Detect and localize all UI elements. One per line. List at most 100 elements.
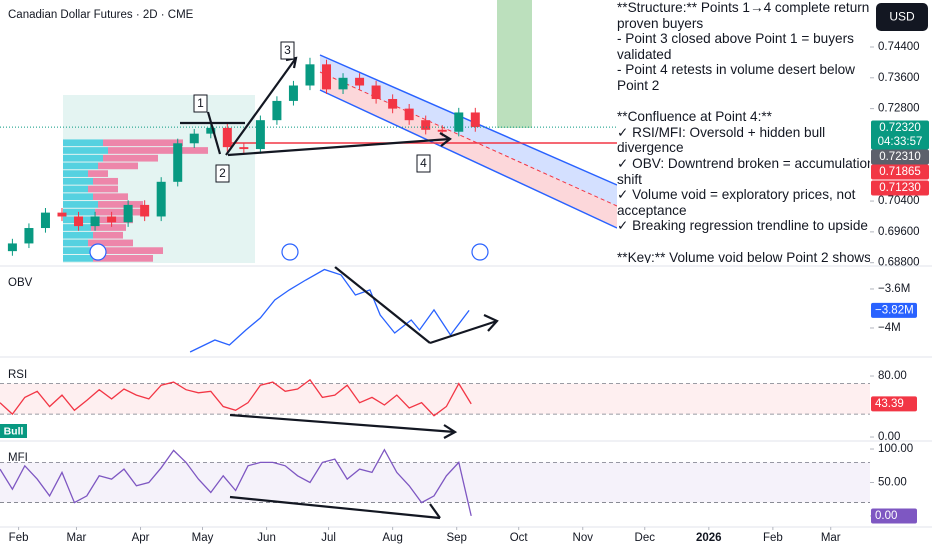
volume-sell bbox=[88, 239, 133, 247]
point-label-box bbox=[193, 94, 208, 113]
x-tick-label: May bbox=[192, 532, 214, 544]
note-line: ✓ RSI/MFI: Oversold + hidden bull diverg… bbox=[617, 124, 826, 156]
volume-buy bbox=[63, 247, 98, 254]
x-tick-label: Oct bbox=[510, 532, 529, 544]
arrow-head bbox=[483, 314, 499, 332]
arrow-head bbox=[439, 132, 452, 147]
volume-sell bbox=[88, 185, 118, 193]
drawings bbox=[180, 56, 499, 520]
candle-body bbox=[404, 108, 414, 121]
x-tick-label: Dec bbox=[635, 532, 656, 544]
x-tick-label: Mar bbox=[67, 532, 87, 544]
x-tick-label: Apr bbox=[132, 532, 150, 544]
arrow bbox=[206, 111, 222, 155]
currency-button[interactable] bbox=[876, 3, 928, 31]
candle-body bbox=[107, 216, 117, 223]
currency-label: USD bbox=[889, 10, 915, 24]
last-value-label: 43.39 bbox=[875, 398, 904, 410]
channel-upper-fill bbox=[320, 55, 617, 206]
volume-buy bbox=[63, 162, 98, 170]
volume-buy bbox=[63, 239, 88, 247]
chart-title: Canadian Dollar Futures · 2D · CME bbox=[8, 9, 194, 21]
volume-sell bbox=[95, 208, 145, 216]
badge-text: Bull bbox=[4, 425, 24, 437]
point-label-box bbox=[215, 164, 230, 183]
x-tick-label: Jun bbox=[257, 532, 276, 544]
volume-sell bbox=[98, 247, 163, 254]
volume-sell bbox=[93, 177, 118, 185]
candle-body bbox=[206, 127, 216, 134]
y-tick-label: 100.00 bbox=[878, 443, 913, 455]
note-line: ✓ OBV: Downtrend broken = accumulation s… bbox=[617, 155, 870, 187]
last-value-label: 0.00 bbox=[875, 510, 897, 522]
volume-sell bbox=[108, 147, 208, 154]
note-line: - Point 4 retests in volume desert below… bbox=[617, 62, 856, 93]
pane-title: MFI bbox=[8, 452, 28, 464]
note-line: **Confluence at Point 4:** bbox=[617, 109, 772, 125]
event-icon[interactable] bbox=[471, 243, 489, 261]
pane-title: OBV bbox=[8, 277, 33, 289]
note-paragraph: **Confluence at Point 4:** ✓ RSI/MFI: Ove… bbox=[617, 109, 870, 234]
y-tick-label: 0.00 bbox=[878, 431, 900, 443]
volume-buy bbox=[63, 147, 108, 154]
candle-body bbox=[255, 120, 265, 150]
candle-body bbox=[470, 112, 480, 128]
price-tag-label: 0.71230 bbox=[879, 182, 921, 194]
volume-buy bbox=[63, 193, 93, 201]
note-line: **Structure:** Points 1→4 complete retur… bbox=[617, 0, 870, 31]
channel-upper bbox=[319, 54, 618, 186]
candle-body bbox=[437, 129, 447, 132]
pane-separators bbox=[0, 265, 932, 528]
point-label: 4 bbox=[420, 156, 427, 170]
volume-sell bbox=[93, 193, 128, 201]
x-tick-label: Aug bbox=[382, 532, 402, 544]
volume-sell bbox=[98, 162, 138, 170]
price-tag bbox=[871, 120, 929, 150]
arrow bbox=[429, 319, 498, 345]
candle-body bbox=[355, 77, 365, 86]
arrow bbox=[227, 137, 451, 157]
x-tick-label: Feb bbox=[763, 532, 783, 544]
y-tick-label: 80.00 bbox=[878, 370, 907, 382]
y-tick-label: 0.70400 bbox=[878, 195, 920, 207]
volume-sell bbox=[103, 154, 158, 162]
x-tick-label: 2026 bbox=[696, 532, 722, 544]
volume-sell bbox=[103, 139, 183, 147]
candle-body bbox=[74, 216, 84, 227]
note-paragraph: **Structure:** Points 1→4 complete retur… bbox=[617, 0, 870, 94]
candle-body bbox=[338, 77, 348, 90]
arrow-head bbox=[443, 424, 458, 439]
event-icon[interactable] bbox=[89, 243, 107, 261]
arrow bbox=[225, 57, 297, 156]
channel-lower-fill bbox=[320, 72, 617, 228]
x-tick-label: Mar bbox=[821, 532, 841, 544]
price-tag bbox=[871, 180, 929, 196]
event-icon[interactable] bbox=[281, 243, 299, 261]
x-tick-label: Jul bbox=[321, 532, 336, 544]
last-value-tag bbox=[871, 396, 917, 412]
point-label: 3 bbox=[284, 43, 291, 57]
point-label: 2 bbox=[219, 166, 226, 180]
candle-body bbox=[371, 85, 381, 99]
y-tick-label: 0.69600 bbox=[878, 226, 920, 238]
volume-buy bbox=[63, 154, 103, 162]
note-box: **Structure:** Points 1→4 complete retur… bbox=[617, 0, 870, 263]
x-tick-label: Sep bbox=[446, 532, 466, 544]
arrow bbox=[429, 503, 441, 519]
volume-buy bbox=[63, 254, 93, 262]
candle-body bbox=[90, 216, 100, 227]
note-text: **Structure:** Points 1→4 complete retur… bbox=[617, 0, 870, 263]
price-tag-label: 0.72310 bbox=[879, 151, 921, 163]
point-label-box bbox=[416, 154, 431, 173]
volume-buy bbox=[63, 201, 98, 208]
y-tick-label: 50.00 bbox=[878, 477, 907, 489]
candle-body bbox=[156, 181, 166, 217]
candle-body bbox=[173, 143, 183, 182]
point-label: 1 bbox=[197, 96, 204, 110]
price-tag-label: 0.71865 bbox=[879, 166, 921, 178]
candle-body bbox=[421, 120, 431, 130]
note-paragraph: **Key:** Volume void below Point 2 shows… bbox=[617, 250, 870, 264]
candle-body bbox=[322, 64, 332, 90]
candle-body bbox=[123, 204, 133, 223]
badge bbox=[0, 424, 27, 438]
